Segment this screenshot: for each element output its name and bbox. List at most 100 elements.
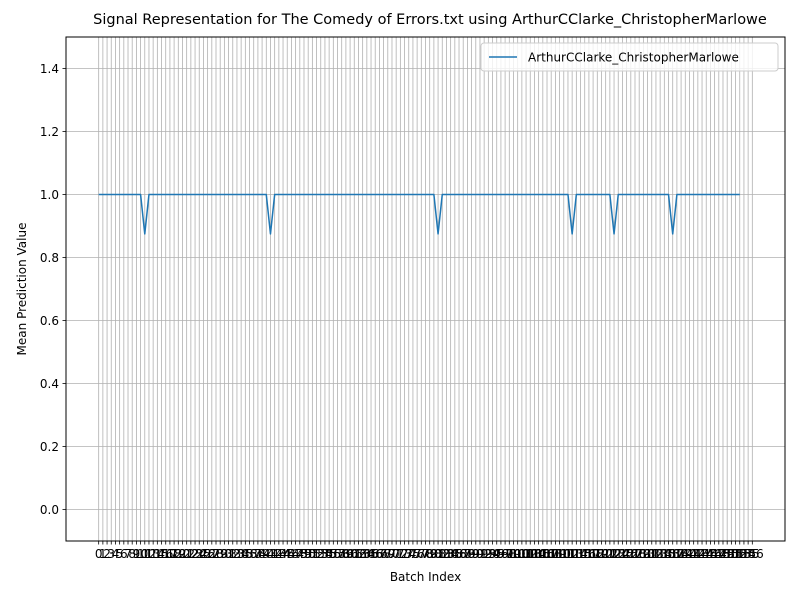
x-tick-label: 112 — [557, 547, 580, 561]
grid — [66, 37, 785, 541]
x-tick-label: 119 — [586, 547, 609, 561]
x-tick-label: 20 — [175, 547, 190, 561]
x-tick-label: 149 — [712, 547, 735, 561]
x-tick-label: 56 — [326, 547, 341, 561]
x-tick-label: 86 — [451, 547, 466, 561]
x-tick-label: 87 — [456, 547, 471, 561]
x-tick-label: 113 — [561, 547, 584, 561]
x-tick-label: 13 — [146, 547, 161, 561]
plot-frame — [65, 36, 786, 542]
x-tick-label: 96 — [493, 547, 508, 561]
x-tick-label: 114 — [565, 547, 588, 561]
x-tick-label: 145 — [695, 547, 718, 561]
x-tick-label: 46 — [284, 547, 299, 561]
x-tick-label: 61 — [347, 547, 362, 561]
x-tick-label: 19 — [171, 547, 186, 561]
x-tick-label: 1 — [99, 547, 107, 561]
x-tick-label: 88 — [460, 547, 475, 561]
x-tick-label: 59 — [338, 547, 353, 561]
legend-box — [480, 42, 779, 72]
x-tick-label: 142 — [682, 547, 705, 561]
x-tick-label: 141 — [678, 547, 701, 561]
x-tick-label: 132 — [640, 547, 663, 561]
x-tick-label: 125 — [611, 547, 634, 561]
x-tick-label: 135 — [653, 547, 676, 561]
x-tick-label: 30 — [217, 547, 232, 561]
y-tick-label: 0.6 — [40, 314, 59, 328]
x-tick-label: 12 — [141, 547, 156, 561]
x-tick-label: 155 — [737, 547, 760, 561]
x-tick-label: 99 — [506, 547, 521, 561]
x-tick-label: 44 — [275, 547, 290, 561]
x-tick-label: 69 — [380, 547, 395, 561]
x-tick-label: 24 — [192, 547, 207, 561]
x-tick-label: 137 — [661, 547, 684, 561]
x-tick-label: 75 — [405, 547, 420, 561]
x-tick-label: 91 — [472, 547, 487, 561]
x-tick-label: 108 — [540, 547, 563, 561]
x-tick-label: 2 — [103, 547, 111, 561]
x-tick-label: 103 — [519, 547, 542, 561]
x-tick-label: 100 — [506, 547, 529, 561]
x-axis-ticks: 0123456789101112131415161718192021222324… — [95, 541, 764, 561]
x-tick-label: 27 — [204, 547, 219, 561]
x-tick-label: 64 — [359, 547, 374, 561]
x-tick-label: 9 — [133, 547, 141, 561]
x-tick-label: 127 — [619, 547, 642, 561]
x-tick-label: 146 — [699, 547, 722, 561]
x-tick-label: 3 — [107, 547, 115, 561]
x-tick-label: 74 — [401, 547, 416, 561]
x-tick-label: 4 — [112, 547, 120, 561]
x-tick-label: 118 — [582, 547, 605, 561]
x-tick-label: 94 — [485, 547, 500, 561]
x-tick-label: 26 — [200, 547, 215, 561]
series-lines — [98, 193, 740, 235]
y-tick-label: 0.8 — [40, 251, 59, 265]
x-tick-label: 28 — [208, 547, 223, 561]
x-tick-label: 48 — [292, 547, 307, 561]
y-tick-label: 1.4 — [40, 62, 59, 76]
x-tick-label: 79 — [422, 547, 437, 561]
x-tick-label: 52 — [309, 547, 324, 561]
x-tick-label: 85 — [447, 547, 462, 561]
x-tick-label: 8 — [128, 547, 136, 561]
x-tick-label: 107 — [536, 547, 559, 561]
x-tick-label: 90 — [468, 547, 483, 561]
series-line — [98, 193, 740, 235]
x-tick-label: 129 — [628, 547, 651, 561]
x-tick-label: 62 — [351, 547, 366, 561]
y-tick-label: 1.2 — [40, 125, 59, 139]
x-tick-label: 41 — [263, 547, 278, 561]
x-tick-label: 72 — [393, 547, 408, 561]
chart-title: Signal Representation for The Comedy of … — [93, 12, 767, 28]
x-tick-label: 105 — [527, 547, 550, 561]
x-tick-label: 71 — [389, 547, 404, 561]
x-tick-label: 63 — [355, 547, 370, 561]
x-tick-label: 31 — [221, 547, 236, 561]
x-tick-label: 93 — [481, 547, 496, 561]
y-tick-label: 1.0 — [40, 188, 59, 202]
x-tick-label: 43 — [271, 547, 286, 561]
x-tick-label: 18 — [166, 547, 181, 561]
x-tick-label: 6 — [120, 547, 128, 561]
x-tick-label: 109 — [544, 547, 567, 561]
x-tick-label: 130 — [632, 547, 655, 561]
x-tick-label: 101 — [510, 547, 533, 561]
x-tick-label: 140 — [674, 547, 697, 561]
x-tick-label: 104 — [523, 547, 546, 561]
x-tick-label: 115 — [569, 547, 592, 561]
x-tick-label: 111 — [552, 547, 575, 561]
x-tick-label: 33 — [229, 547, 244, 561]
x-tick-label: 53 — [313, 547, 328, 561]
x-tick-label: 151 — [720, 547, 743, 561]
x-tick-label: 98 — [502, 547, 517, 561]
x-tick-label: 14 — [150, 547, 165, 561]
x-tick-label: 37 — [246, 547, 261, 561]
x-tick-label: 147 — [703, 547, 726, 561]
x-tick-label: 7 — [124, 547, 132, 561]
x-tick-label: 22 — [183, 547, 198, 561]
x-tick-label: 106 — [531, 547, 554, 561]
x-tick-label: 73 — [397, 547, 412, 561]
x-tick-label: 81 — [430, 547, 445, 561]
x-tick-label: 139 — [670, 547, 693, 561]
